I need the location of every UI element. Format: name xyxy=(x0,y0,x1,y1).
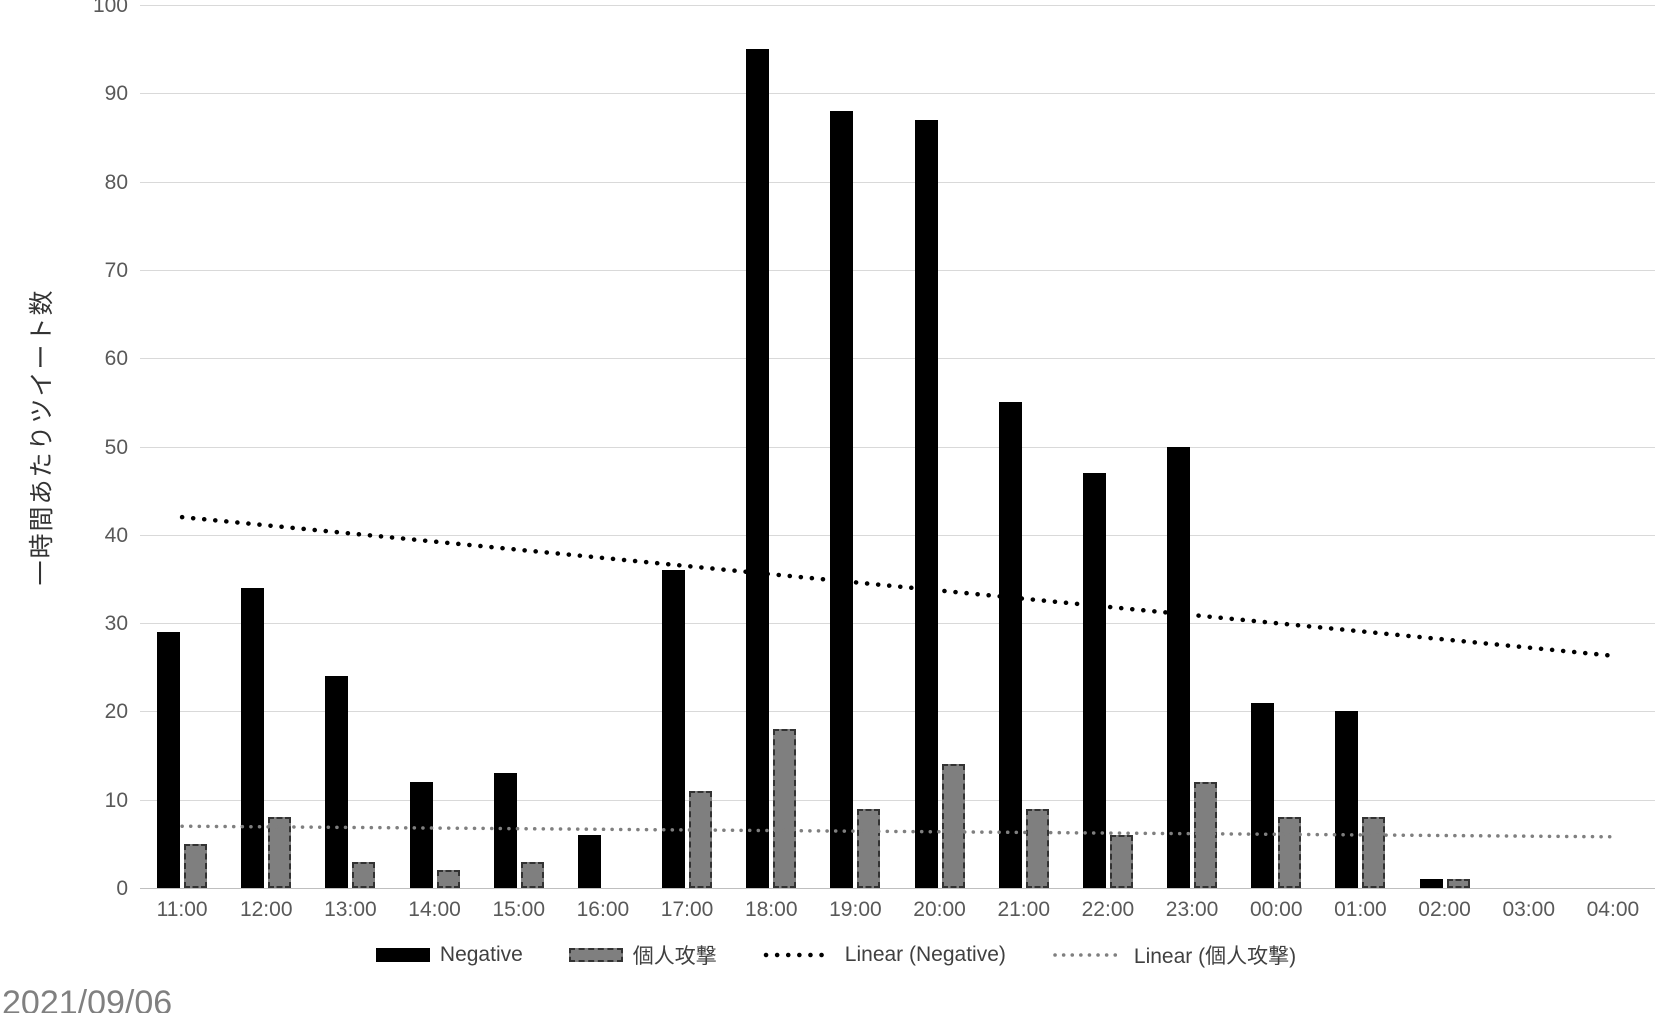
legend-label: Negative xyxy=(439,943,523,966)
bar-negative xyxy=(493,773,517,888)
legend-swatch-negative xyxy=(375,948,430,962)
legend-item-linear-negative: Linear (Negative) xyxy=(763,943,1006,967)
y-axis-title: 一時間あたりツイート数 xyxy=(28,288,56,586)
bar-kojin-kogeki xyxy=(689,790,713,888)
bar-negative xyxy=(1335,711,1359,888)
bar-kojin-kogeki xyxy=(1446,879,1470,888)
y-tick-label: 100 xyxy=(92,0,128,17)
x-tick-label: 22:00 xyxy=(1081,898,1135,921)
bar-negative xyxy=(830,110,854,888)
bar-negative xyxy=(325,676,349,888)
y-tick-label: 70 xyxy=(104,258,128,282)
gridline xyxy=(140,623,1655,625)
bar-negative xyxy=(241,587,265,888)
x-tick-label: 21:00 xyxy=(997,898,1051,921)
gridline xyxy=(140,358,1655,360)
bar-negative xyxy=(914,119,938,888)
bar-kojin-kogeki xyxy=(1194,782,1218,888)
bar-kojin-kogeki xyxy=(436,870,460,888)
y-tick-label: 90 xyxy=(104,82,128,106)
bar-negative xyxy=(998,402,1022,888)
x-tick-label: 16:00 xyxy=(576,898,630,921)
y-tick-label: 50 xyxy=(104,435,128,459)
x-tick-label: 13:00 xyxy=(324,898,377,921)
bar-negative xyxy=(157,631,181,888)
legend-item-negative: Negative xyxy=(375,943,523,967)
bar-kojin-kogeki xyxy=(1109,835,1133,888)
x-tick-label: 18:00 xyxy=(744,898,798,921)
bar-negative xyxy=(1167,446,1191,888)
bar-negative xyxy=(409,782,433,888)
date-label: 2021/09/06 xyxy=(2,984,173,1013)
bar-kojin-kogeki xyxy=(520,861,544,888)
legend-swatch-linear-kojin-kogeki xyxy=(1053,953,1123,957)
bar-kojin-kogeki xyxy=(268,817,292,888)
y-tick-label: 10 xyxy=(104,788,128,812)
bar-kojin-kogeki xyxy=(184,843,208,888)
trendline-kojin-kogeki xyxy=(180,824,1615,839)
legend-swatch-linear-negative xyxy=(763,952,835,958)
y-tick-label: 80 xyxy=(104,170,128,194)
y-tick-label: 60 xyxy=(104,347,128,371)
y-tick-label: 20 xyxy=(104,700,128,724)
legend-item-kojin-kogeki: 個人攻撃 xyxy=(568,940,717,970)
legend-item-linear-kojin-kogeki: Linear (個人攻撃) xyxy=(1052,940,1296,970)
gridline xyxy=(140,269,1655,271)
gridline xyxy=(140,93,1655,95)
gridline xyxy=(140,446,1655,448)
x-tick-label: 11:00 xyxy=(156,898,208,921)
y-tick-label: 0 xyxy=(116,877,128,900)
legend-label: 個人攻撃 xyxy=(632,945,717,968)
x-tick-label: 23:00 xyxy=(1165,898,1219,921)
gridline xyxy=(140,534,1655,536)
bar-negative xyxy=(662,570,686,888)
gridline xyxy=(140,5,1655,6)
x-tick-label: 04:00 xyxy=(1586,898,1640,921)
x-tick-label: 20:00 xyxy=(913,898,966,921)
legend-label: Linear (個人攻撃) xyxy=(1133,945,1297,968)
bar-negative xyxy=(1082,472,1106,888)
bar-negative xyxy=(1251,702,1275,888)
gridline xyxy=(140,799,1655,801)
gridline xyxy=(140,711,1655,713)
x-tick-label: 00:00 xyxy=(1249,898,1303,921)
legend-swatch-kojin-kogeki xyxy=(568,948,623,962)
y-tick-label: 30 xyxy=(104,612,128,636)
x-tick-label: 14:00 xyxy=(408,898,461,921)
bar-kojin-kogeki xyxy=(1278,817,1302,888)
x-tick-label: 12:00 xyxy=(239,898,293,921)
gridline xyxy=(140,888,1655,889)
bar-kojin-kogeki xyxy=(773,729,797,888)
legend-label: Linear (Negative) xyxy=(844,943,1006,966)
y-tick-label: 40 xyxy=(104,523,128,547)
gridline xyxy=(140,181,1655,183)
trendline-negative xyxy=(179,514,1616,659)
bar-negative xyxy=(1419,879,1443,888)
x-tick-label: 02:00 xyxy=(1418,898,1471,921)
x-tick-label: 17:00 xyxy=(660,898,714,921)
chart-legend: Negative 個人攻撃 Linear (Negative) Linear (個人攻… xyxy=(0,940,1672,970)
bar-negative xyxy=(577,835,601,888)
bar-kojin-kogeki xyxy=(1025,808,1049,888)
bar-kojin-kogeki xyxy=(1362,817,1386,888)
bar-kojin-kogeki xyxy=(857,808,881,888)
x-tick-label: 15:00 xyxy=(492,898,546,921)
bar-kojin-kogeki xyxy=(941,764,965,888)
bar-kojin-kogeki xyxy=(352,861,376,888)
x-tick-label: 03:00 xyxy=(1502,898,1556,921)
x-tick-label: 01:00 xyxy=(1334,898,1387,921)
bar-negative xyxy=(746,49,770,888)
x-tick-label: 19:00 xyxy=(829,898,882,921)
